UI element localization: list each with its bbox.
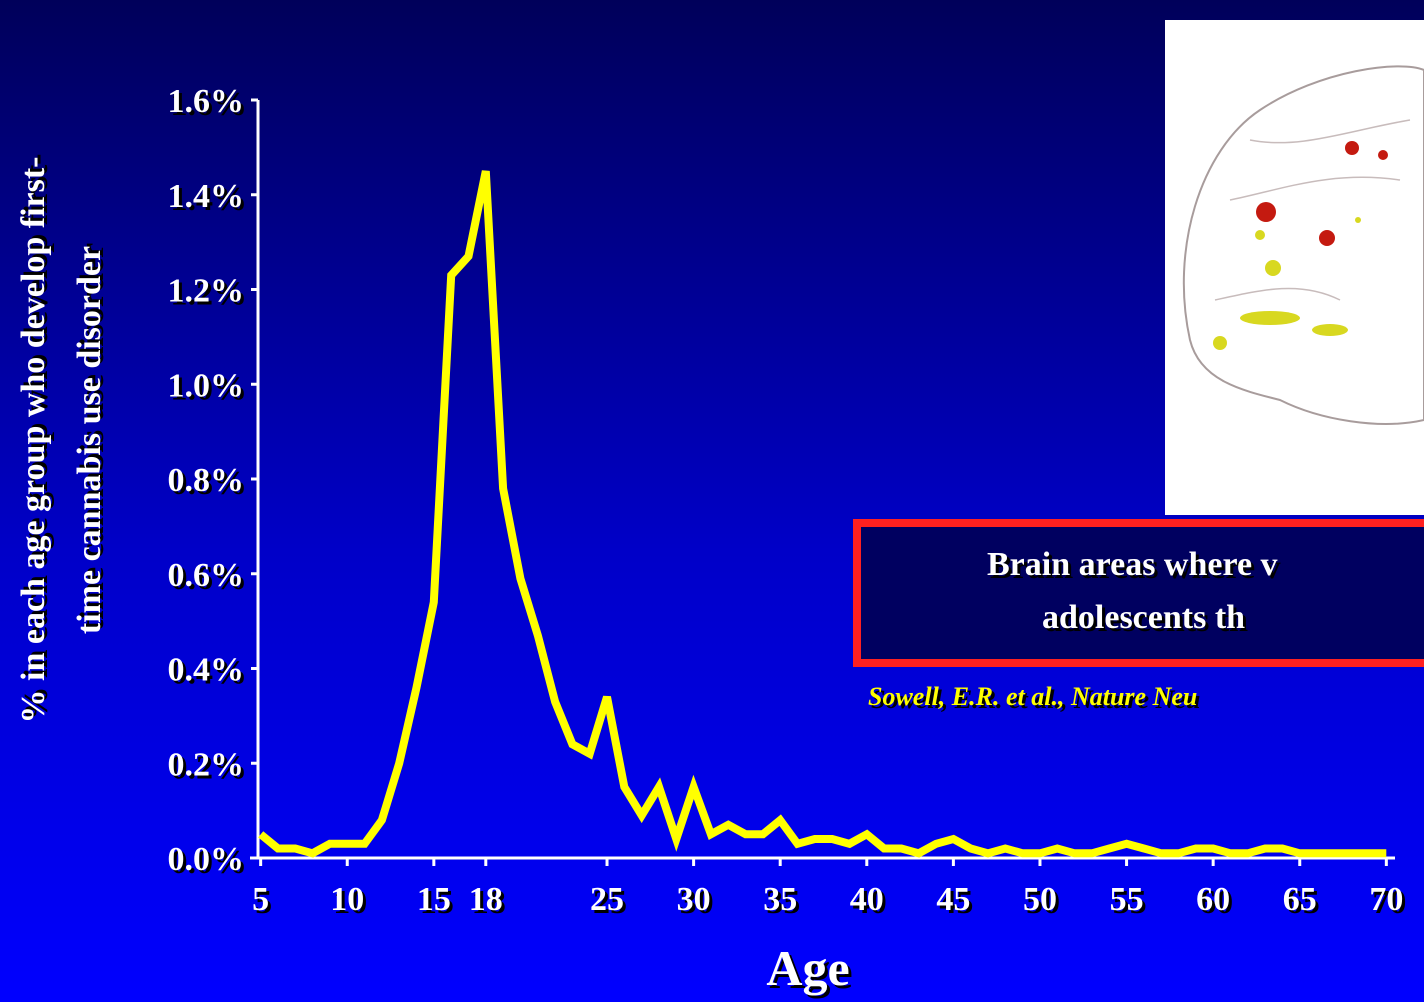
x-tick-label: 70 — [1369, 881, 1403, 918]
x-tick-label: 60 — [1196, 881, 1230, 918]
citation: Sowell, E.R. et al., Nature Neu — [868, 682, 1197, 711]
line — [258, 170, 1387, 858]
x-tick-label: 65 — [1283, 881, 1317, 918]
caption-line: Brain areas where v — [987, 546, 1278, 583]
x-tick-label: 18 — [469, 881, 503, 918]
x-tick-label: 45 — [936, 881, 970, 918]
x-tick-label: 50 — [1023, 881, 1057, 918]
y-tick-label: 1.0% — [168, 367, 245, 404]
caption-box — [853, 519, 1424, 667]
y-tick-label: 0.6% — [168, 557, 245, 594]
x-tick-label: 10 — [330, 881, 364, 918]
x-tick-label: 15 — [417, 881, 451, 918]
x-axis-title: Age — [766, 940, 849, 996]
y-axis-title: % in each age group who develop first- — [15, 157, 52, 724]
x-tick-label: 5 — [252, 881, 269, 918]
y-tick-label: 0.8% — [168, 462, 245, 499]
y-tick-label: 0.2% — [168, 746, 245, 783]
y-tick-label: 1.6% — [168, 83, 245, 120]
x-tick-label: 25 — [590, 881, 624, 918]
y-axis-title: time cannabis use disorder — [71, 246, 108, 634]
x-tick-label: 55 — [1110, 881, 1144, 918]
caption-line: adolescents th — [1042, 599, 1245, 636]
x-tick-label: 40 — [850, 881, 884, 918]
y-tick-label: 0.0% — [168, 841, 245, 878]
brain-image — [1165, 20, 1424, 515]
y-tick-label: 1.2% — [168, 273, 245, 310]
y-tick-label: 0.4% — [168, 652, 245, 689]
y-tick-label: 1.4% — [168, 178, 245, 215]
x-tick-label: 35 — [763, 881, 797, 918]
x-tick-label: 30 — [677, 881, 711, 918]
